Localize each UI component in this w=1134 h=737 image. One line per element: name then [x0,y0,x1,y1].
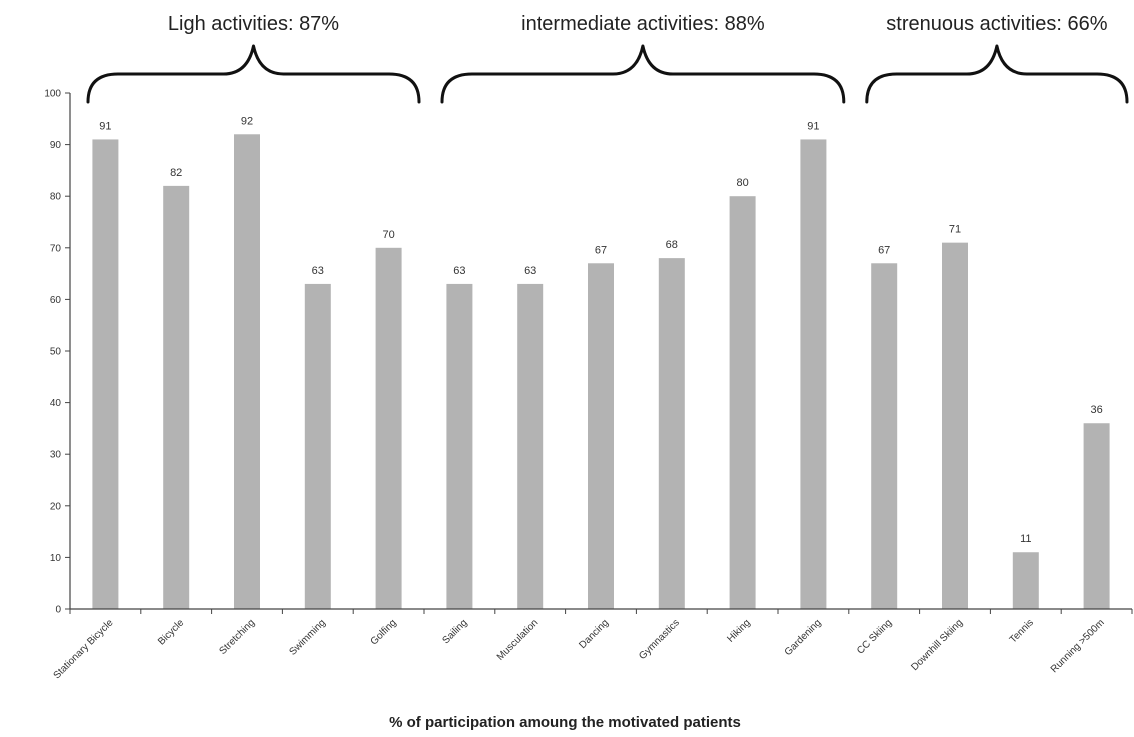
x-category-label: CC Skiing [855,617,894,656]
x-category-label: Tennis [1008,617,1036,645]
bar [871,263,898,609]
data-label: 92 [241,115,253,127]
data-label: 67 [878,244,890,256]
data-label: 80 [736,177,748,189]
group-label: strenuous activities: 66% [886,13,1107,35]
data-label: 63 [453,265,465,277]
y-tick-label: 80 [50,192,62,203]
data-label: 63 [312,265,324,277]
x-category-label: Musculation [495,617,541,663]
y-tick-label: 50 [50,347,62,358]
bars [92,134,1110,610]
y-tick-label: 100 [44,89,61,100]
x-category-label: Bicycle [156,617,186,647]
bar [446,283,473,609]
x-category-label: Sailing [441,617,470,646]
bar [1012,552,1039,609]
group-brace [86,44,421,104]
group-label: Ligh activities: 87% [168,13,339,35]
bar [942,242,968,609]
bar [234,134,260,609]
bar [517,283,544,609]
data-label: 71 [949,224,961,236]
group-braces [86,44,1129,104]
bar [1083,423,1110,609]
group-brace [440,44,846,104]
y-axis: 0 10 20 30 40 50 60 70 80 90 100 [44,89,71,616]
data-label: 67 [595,244,607,256]
data-label: 82 [170,167,182,179]
bar [658,258,685,609]
bar [800,139,827,609]
x-category-label: Stationary Bicycle [52,617,116,681]
x-axis-title: % of participation amoung the motivated … [389,714,741,731]
data-label: 36 [1090,404,1102,416]
y-tick-label: 20 [50,501,62,512]
data-labels: 91 82 92 63 70 63 63 67 68 80 91 67 71 11 36 [99,115,1102,545]
x-category-label: Dancing [577,617,611,651]
x-category-label: Gymnastics [637,617,682,662]
group-labels: Ligh activities: 87% intermediate activit… [168,13,1108,35]
bar [375,247,402,610]
bar [588,263,614,609]
y-tick-label: 60 [50,295,62,306]
x-category-label: Running >500m [1049,617,1107,675]
data-label: 91 [99,120,111,132]
data-label: 11 [1020,533,1031,545]
data-label: 91 [807,120,819,132]
data-label: 70 [382,229,394,241]
bar [729,196,756,609]
y-tick-label: 40 [50,398,62,409]
x-category-label: Swimming [288,617,328,657]
x-category-label: Stretching [218,617,258,657]
bar [92,139,119,609]
group-brace [865,44,1129,104]
y-tick-label: 30 [50,450,62,461]
bar [163,185,190,609]
data-label: 68 [666,239,678,251]
data-label: 63 [524,265,536,277]
y-tick-label: 0 [55,605,61,616]
y-tick-label: 90 [50,140,62,151]
y-tick-label: 70 [50,243,62,254]
bar [304,283,331,609]
x-category-label: Gardening [783,617,824,658]
x-category-label: Golfing [369,617,399,647]
x-category-label: Hiking [725,617,752,644]
y-tick-label: 10 [50,553,62,564]
x-category-label: Downhill Skiing [909,617,965,673]
x-axis: Stationary Bicycle Bicycle Stretching Swimm… [52,608,1133,681]
group-label: intermediate activities: 88% [521,13,765,35]
